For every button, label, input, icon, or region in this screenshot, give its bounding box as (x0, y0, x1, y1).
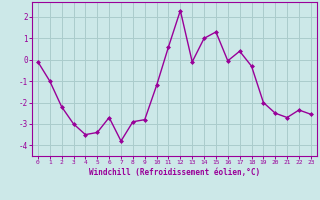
X-axis label: Windchill (Refroidissement éolien,°C): Windchill (Refroidissement éolien,°C) (89, 168, 260, 177)
